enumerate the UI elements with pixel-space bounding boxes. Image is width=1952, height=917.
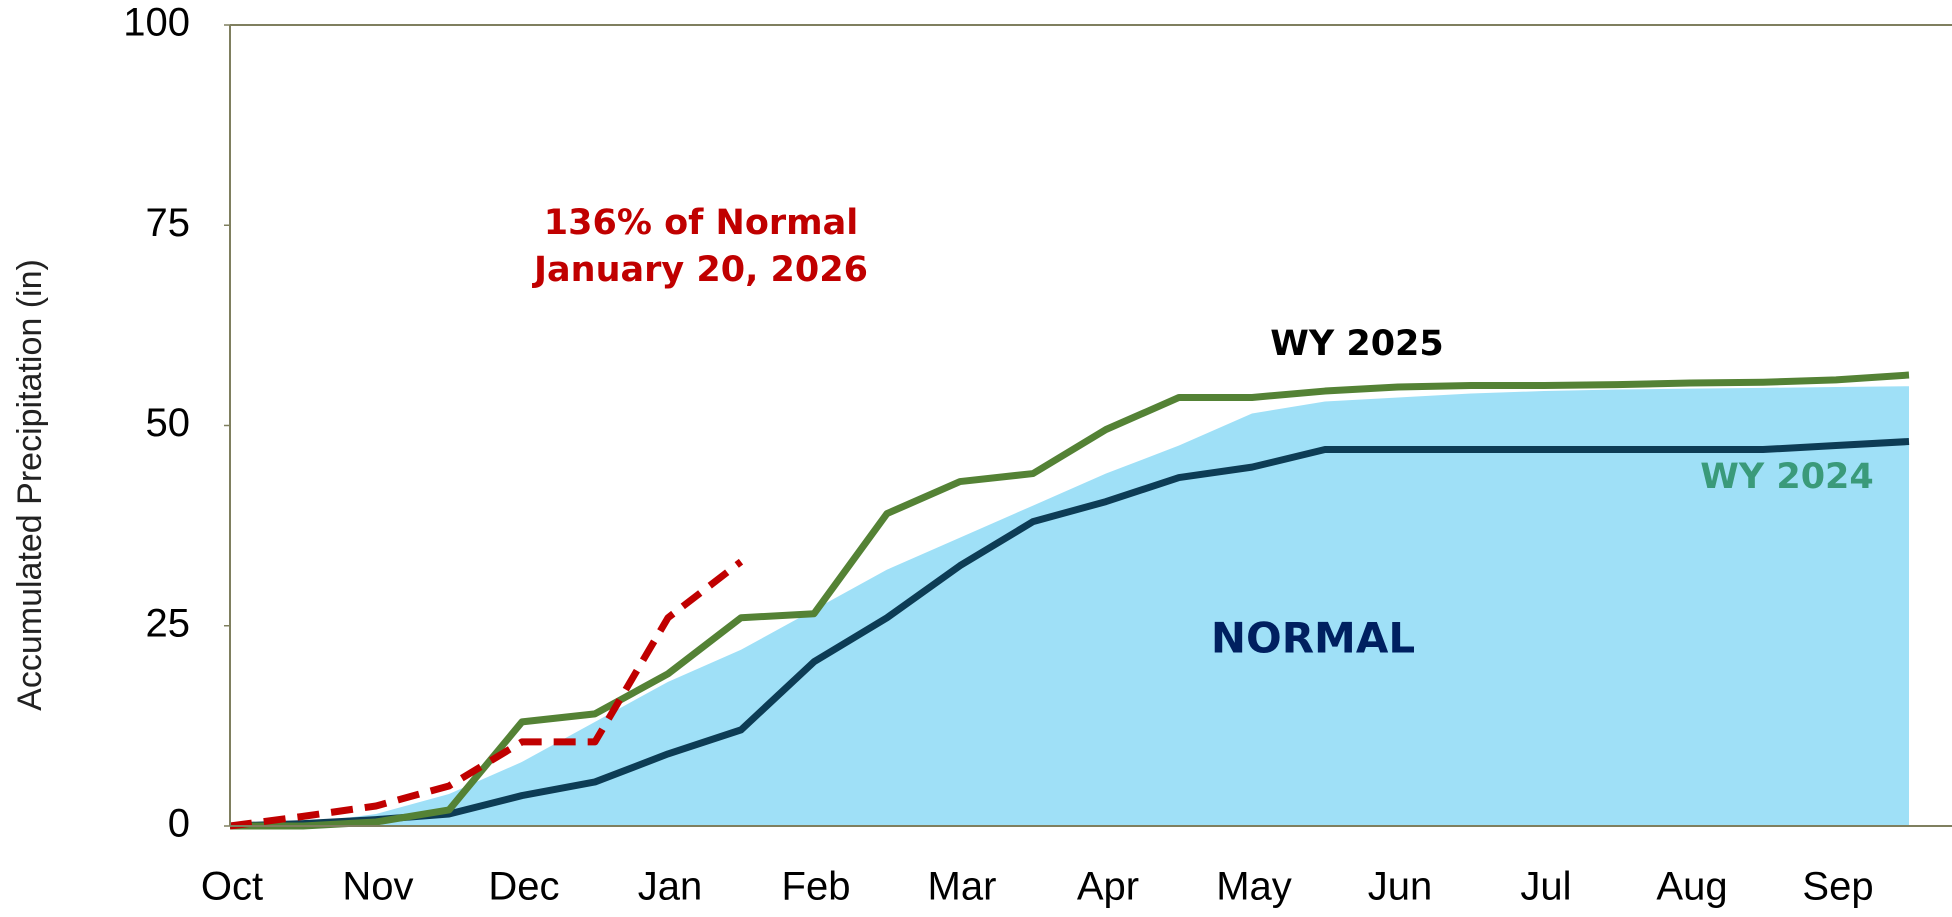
x-tick-label: May bbox=[1216, 865, 1292, 909]
series-label: WY 2025 bbox=[1270, 324, 1444, 364]
series-line bbox=[230, 371, 1910, 830]
normal-label: NORMAL bbox=[1211, 614, 1415, 663]
y-tick-label: 50 bbox=[146, 401, 191, 445]
y-tick-label: 75 bbox=[146, 201, 191, 245]
y-tick-label: 0 bbox=[168, 802, 190, 846]
y-tick-label: 25 bbox=[146, 601, 191, 645]
y-tick-label: 100 bbox=[123, 1, 190, 45]
x-tick-label: Feb bbox=[782, 865, 851, 909]
x-tick-label: Oct bbox=[201, 865, 263, 909]
series-line bbox=[229, 438, 1910, 830]
series-line bbox=[229, 558, 744, 830]
normal-area bbox=[230, 386, 1909, 826]
x-tick-label: Jul bbox=[1520, 865, 1571, 909]
x-tick-label: Jan bbox=[638, 865, 703, 909]
x-tick-label: Aug bbox=[1656, 865, 1727, 909]
x-tick-label: Dec bbox=[488, 865, 559, 909]
series-label: WY 2024 bbox=[1700, 457, 1874, 497]
x-tick-label: Nov bbox=[342, 865, 413, 909]
x-tick-label: Jun bbox=[1368, 865, 1433, 909]
x-tick-label: Sep bbox=[1802, 865, 1873, 909]
annotation: January 20, 2026 bbox=[532, 250, 868, 290]
annotation: 136% of Normal bbox=[544, 203, 858, 243]
x-tick-label: Apr bbox=[1077, 865, 1139, 909]
x-tick-label: Mar bbox=[928, 865, 997, 909]
y-axis-label: Accumulated Precipitation (in) bbox=[11, 259, 49, 711]
